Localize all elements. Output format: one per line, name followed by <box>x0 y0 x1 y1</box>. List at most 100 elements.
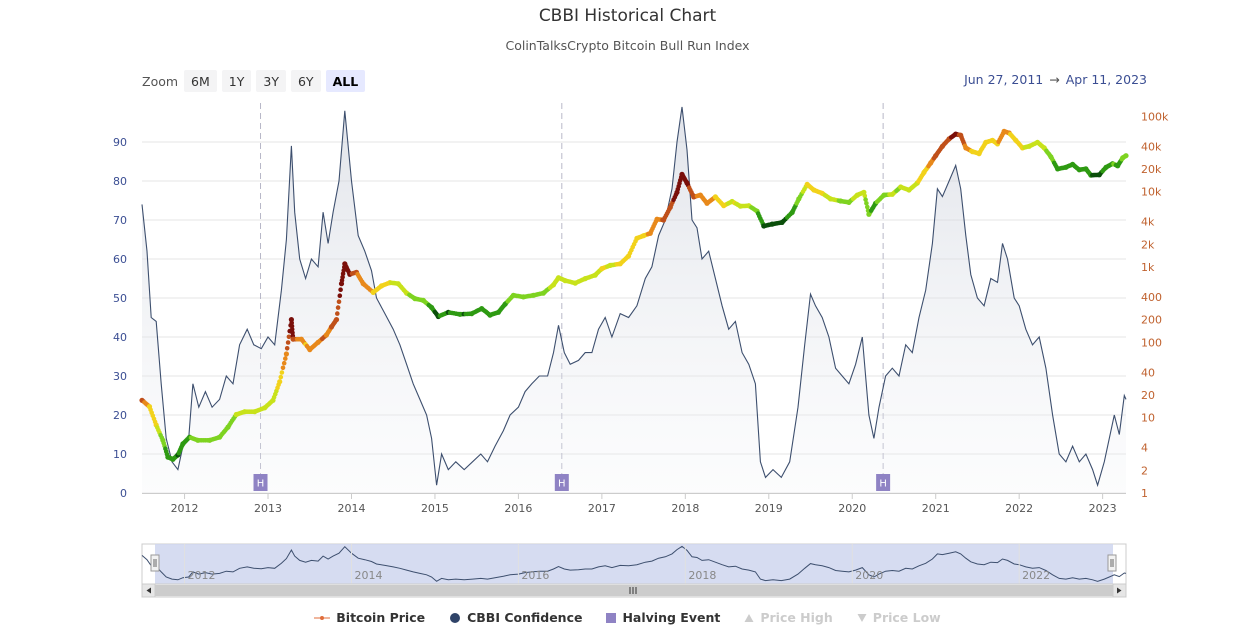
scroll-right-button[interactable] <box>1112 583 1127 598</box>
navigator-left-handle[interactable] <box>150 554 160 572</box>
x-tick-label: 2023 <box>1089 502 1117 515</box>
scrollbar-thumb[interactable] <box>155 585 1113 596</box>
triangle-down-icon <box>857 613 867 622</box>
date-range-from[interactable]: Jun 27, 2011 <box>964 72 1044 87</box>
price-path-dot <box>289 327 295 332</box>
halving-marker-label: H <box>558 479 566 490</box>
halving-marker[interactable] <box>554 474 569 491</box>
circle-marker-icon <box>450 612 461 623</box>
price-path-dot <box>336 299 342 305</box>
price-path-dot <box>337 293 343 299</box>
price-path-dot <box>284 346 290 351</box>
price-path-dot <box>338 287 343 293</box>
y-left-tick-label: 40 <box>113 331 127 344</box>
legend-label: Price Low <box>872 610 941 625</box>
price-path-dot <box>286 334 292 340</box>
price-point[interactable] <box>333 317 340 323</box>
x-tick-label: 2022 <box>1005 502 1033 515</box>
square-marker-icon <box>606 612 617 623</box>
price-path-dot <box>280 365 286 371</box>
arrow-right-icon <box>1117 587 1122 594</box>
zoom-1y-button[interactable]: 1Y <box>221 70 252 92</box>
y-right-tick-label: 40 <box>1141 366 1155 379</box>
price-point[interactable] <box>283 351 289 357</box>
price-point[interactable] <box>277 379 283 385</box>
y-left-tick-label: 50 <box>113 292 127 305</box>
bitcoin-price-series[interactable] <box>139 128 1129 462</box>
cbbi-area <box>142 106 1126 494</box>
triangle-up-icon <box>744 613 754 622</box>
legend-price-low[interactable]: Price Low <box>857 610 941 625</box>
halving-marker[interactable] <box>253 474 268 491</box>
navigator[interactable]: 2012 2014 2016 2018 2020 2022 <box>141 543 1127 585</box>
y-right-axis: 1 2 4 10 20 40 100 200 400 1k 2k 4k 10k 20k 40k 100k <box>1141 110 1169 500</box>
zoom-6y-button[interactable]: 6Y <box>290 70 321 92</box>
y-right-tick-label: 200 <box>1141 314 1162 327</box>
y-left-tick-label: 10 <box>113 448 127 461</box>
scrollbar[interactable] <box>141 583 1127 598</box>
legend-halving-event[interactable]: Halving Event <box>606 610 720 625</box>
x-tick-label: 2020 <box>838 502 866 515</box>
zoom-6m-button[interactable]: 6M <box>184 70 217 92</box>
halving-marker-label: H <box>879 479 887 490</box>
navigator-series <box>141 545 1127 582</box>
y-right-tick-label: 20 <box>1141 389 1155 402</box>
navigator-tick-label: 2014 <box>354 569 382 582</box>
line-marker-icon <box>314 615 331 620</box>
date-range-separator: → <box>1049 72 1060 87</box>
y-right-tick-label: 2k <box>1141 238 1155 251</box>
x-tick-label: 2021 <box>922 502 950 515</box>
price-path-dot <box>341 268 347 273</box>
halving-marker-label: H <box>257 479 265 490</box>
y-left-tick-label: 80 <box>113 175 127 188</box>
halving-marker[interactable] <box>876 474 891 491</box>
navigator-tick-label: 2018 <box>688 569 716 582</box>
price-path-dot <box>278 374 284 380</box>
cbbi-confidence-line[interactable] <box>141 106 1127 488</box>
navigator-selection[interactable] <box>155 544 1113 584</box>
price-point[interactable] <box>861 189 867 195</box>
legend: Bitcoin Price CBBI Confidence Halving Ev… <box>0 610 1255 625</box>
y-right-tick-label: 10k <box>1141 186 1162 199</box>
price-path-dot <box>289 323 295 329</box>
y-left-tick-label: 70 <box>113 214 127 227</box>
legend-label: Price High <box>760 610 833 625</box>
navigator-tick-label: 2016 <box>521 569 549 582</box>
x-tick-label: 2012 <box>171 502 199 515</box>
zoom-all-button[interactable]: ALL <box>325 70 366 92</box>
price-path-dot <box>862 193 868 199</box>
price-path-dot <box>283 356 288 361</box>
price-point[interactable] <box>1123 153 1129 159</box>
navigator-tick-label: 2020 <box>855 569 883 582</box>
date-range-to[interactable]: Apr 11, 2023 <box>1065 72 1147 87</box>
x-tick-label: 2015 <box>421 502 449 515</box>
y-left-tick-label: 60 <box>113 253 127 266</box>
x-tick-label: 2017 <box>588 502 616 515</box>
legend-label: Halving Event <box>622 610 721 625</box>
y-right-tick-label: 4 <box>1141 442 1148 455</box>
legend-bitcoin-price[interactable]: Bitcoin Price <box>314 610 425 625</box>
price-path-dot <box>865 204 870 210</box>
y-left-axis: 0 10 20 30 40 50 60 70 80 90 <box>113 136 127 500</box>
date-range: Jun 27, 2011 → Apr 11, 2023 <box>964 72 1147 87</box>
x-tick-label: 2016 <box>504 502 532 515</box>
price-path-dot <box>864 201 869 206</box>
legend-price-high[interactable]: Price High <box>744 610 833 625</box>
price-path-dot <box>335 311 340 316</box>
legend-cbbi-confidence[interactable]: CBBI Confidence <box>449 610 582 625</box>
y-right-tick-label: 2 <box>1141 464 1148 477</box>
legend-label: Bitcoin Price <box>336 610 426 625</box>
y-right-tick-label: 4k <box>1141 216 1155 229</box>
chart-subtitle: ColinTalksCrypto Bitcoin Bull Run Index <box>505 38 750 53</box>
price-path-dot <box>281 360 287 366</box>
scrollbar-grip-icon <box>629 587 637 594</box>
navigator-tick-label: 2022 <box>1022 569 1050 582</box>
y-right-tick-label: 400 <box>1141 291 1162 304</box>
navigator-tick-label: 2012 <box>188 569 216 582</box>
zoom-3y-button[interactable]: 3Y <box>256 70 286 92</box>
navigator-axis: 2012 2014 2016 2018 2020 2022 <box>184 544 1050 584</box>
scroll-left-button[interactable] <box>141 583 156 598</box>
navigator-right-handle[interactable] <box>1107 554 1117 572</box>
